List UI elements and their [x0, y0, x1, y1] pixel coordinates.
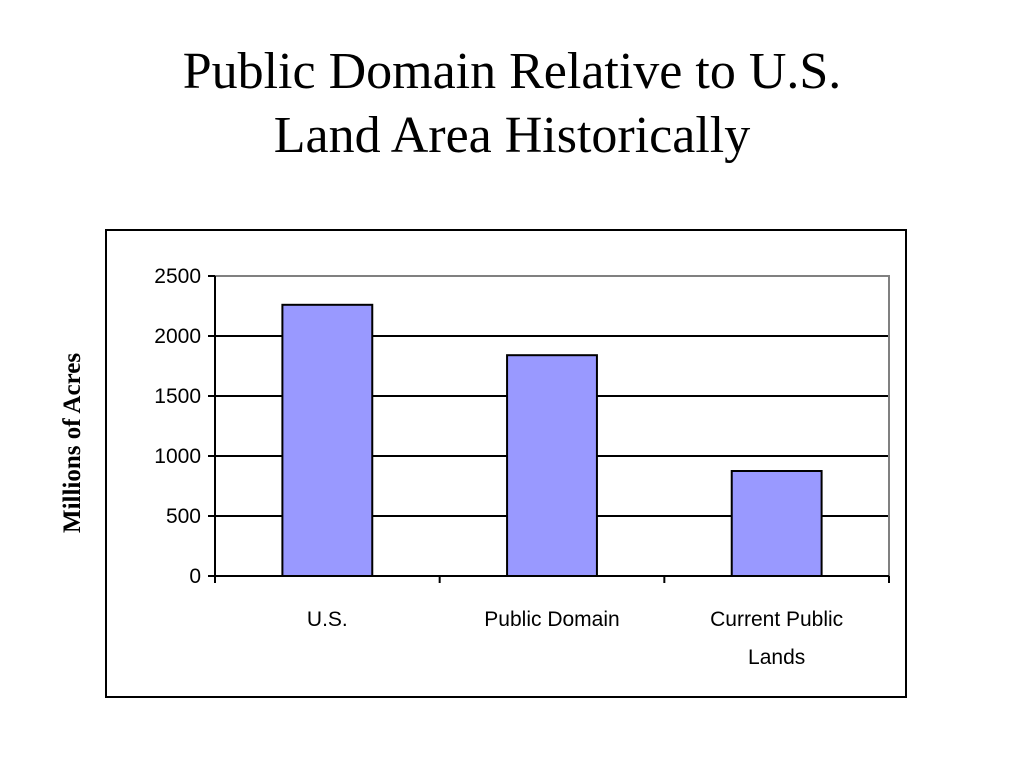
bars: [281, 303, 823, 578]
slide-title: Public Domain Relative to U.S. Land Area…: [0, 40, 1024, 168]
x-tick-label: Public Domain: [484, 608, 619, 631]
y-axis-title: Millions of Acres: [59, 353, 86, 533]
slide-title-line-2: Land Area Historically: [273, 107, 751, 164]
y-tick-labels: 0 500 1000 1500 2000 2500: [154, 265, 201, 588]
bar: [281, 303, 374, 577]
slide-title-line-1: Public Domain Relative to U.S.: [182, 43, 842, 100]
y-tick-label: 0: [189, 565, 201, 588]
bar: [506, 354, 598, 578]
y-tick-label: 1500: [154, 385, 201, 408]
x-tick-label: Current Public Lands: [710, 608, 843, 669]
x-tick-labels: U.S. Public Domain Current Public Lands: [307, 608, 843, 669]
bar: [730, 470, 823, 577]
chart-frame: [105, 229, 907, 698]
axes: [208, 275, 890, 583]
y-tick-label: 2000: [154, 325, 201, 348]
x-tick-label: U.S.: [307, 608, 348, 631]
y-tick-label: 1000: [154, 445, 201, 468]
y-tick-label: 500: [166, 505, 201, 528]
y-tick-label: 2500: [154, 265, 201, 288]
